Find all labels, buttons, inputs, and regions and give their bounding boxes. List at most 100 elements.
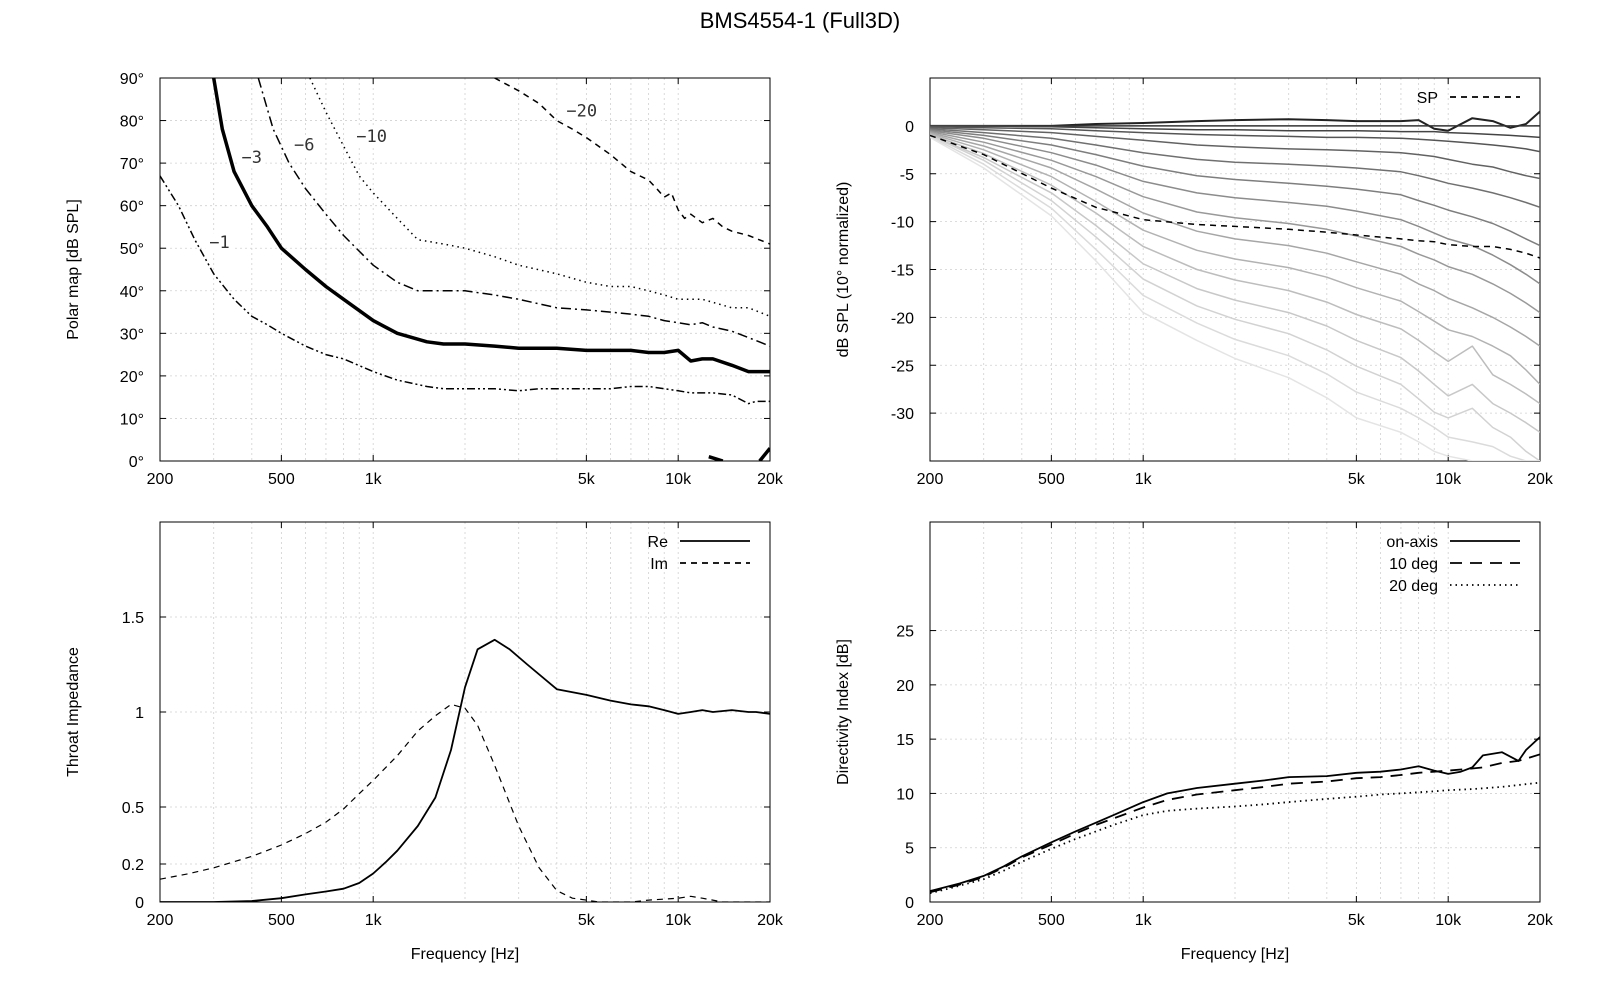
grid <box>930 78 1540 461</box>
x-tick-label: 5k <box>578 471 596 488</box>
series-line-30- <box>930 126 1540 153</box>
x-tick-label: 20k <box>757 912 784 929</box>
series-line--1 <box>160 175 770 405</box>
series-line-60- <box>930 128 1540 247</box>
y-axis-label: Directivity Index [dB] <box>835 639 852 785</box>
series-line-80- <box>930 130 1540 314</box>
contour-label-bg <box>289 135 318 156</box>
x-tick-label: 10k <box>665 912 692 929</box>
normalized-spl-panel: 200 500 1k 5k 10k 20k 0 -5 -10 -15 -20 -25 -30 dB SPL… <box>835 77 1554 488</box>
plot-area: −1 −3 −6 −10 −20 <box>160 78 770 461</box>
x-tick-label: 10k <box>1435 912 1462 929</box>
x-tick-label: 5k <box>1348 471 1366 488</box>
y-tick-label: 0 <box>905 895 914 912</box>
series-line-20- <box>930 125 1540 139</box>
grid <box>160 78 770 461</box>
x-tick-label: 1k <box>365 471 383 488</box>
figure-title: BMS4554-1 (Full3D) <box>699 8 901 33</box>
y-tick-label: 25 <box>896 624 914 641</box>
x-axis-label: Frequency [Hz] <box>411 946 519 963</box>
series-line-40- <box>930 127 1540 180</box>
y-axis-label: Polar map [dB SPL] <box>65 199 82 340</box>
series-line-130- <box>930 134 1540 461</box>
grid <box>930 522 1540 902</box>
y-tick-label: 60° <box>120 199 144 216</box>
grid <box>160 522 770 902</box>
x-tick-label: 20k <box>1527 471 1554 488</box>
contour-label-bg <box>237 148 266 169</box>
y-tick-label: 5 <box>905 841 914 858</box>
y-tick-label: 0 <box>905 119 914 136</box>
x-tick-label: 20k <box>757 471 784 488</box>
x-tick-label: 1k <box>365 912 383 929</box>
y-tick-label: 20 <box>896 678 914 695</box>
series-line--10 <box>309 78 770 317</box>
plot-area <box>160 638 770 902</box>
series-line-140- <box>930 135 1540 461</box>
y-tick-label: 0.5 <box>122 800 144 817</box>
x-tick-label: 200 <box>147 912 174 929</box>
series-line--20 <box>494 78 770 245</box>
throat-impedance-panel: 200 500 1k 5k 10k 20k 0 0.2 0.5 1 1.5 Throat Impeda… <box>65 521 784 963</box>
y-tick-label: -5 <box>900 167 914 184</box>
series-line-90- <box>930 131 1540 347</box>
series-line-corner-lower <box>708 455 724 461</box>
y-tick-label: 20° <box>120 369 144 386</box>
y-tick-label: 1.5 <box>122 610 144 627</box>
y-tick-label: 10° <box>120 411 144 428</box>
legend: on-axis 10 deg 20 deg <box>1386 534 1520 595</box>
x-tick-label: 200 <box>917 471 944 488</box>
plot-area <box>930 110 1540 461</box>
contour-label: −10 <box>356 127 387 147</box>
y-axis-label: Throat Impedance <box>65 647 82 777</box>
y-tick-label: -20 <box>891 310 914 327</box>
legend-label: on-axis <box>1386 534 1438 551</box>
contour-label: −6 <box>294 135 314 155</box>
legend-label: Re <box>648 534 669 551</box>
series-line-Re <box>160 638 770 902</box>
y-tick-label: 40° <box>120 284 144 301</box>
legend-label: 10 deg <box>1389 556 1438 573</box>
legend-label: 20 deg <box>1389 578 1438 595</box>
y-tick-label: 15 <box>896 732 914 749</box>
x-tick-label: 10k <box>665 471 692 488</box>
contour-label: −20 <box>566 101 597 121</box>
y-tick-label: 0 <box>135 895 144 912</box>
polar-map-panel: 200 500 1k 5k 10k 20k 0° 10° 20° 30° 40° 50° 60° 70° 8… <box>65 71 784 488</box>
y-tick-label: -25 <box>891 358 914 375</box>
series-line-150- <box>930 136 1540 461</box>
legend-label: SP <box>1417 90 1438 107</box>
y-tick-label: 0° <box>129 454 144 471</box>
y-tick-label: -30 <box>891 406 914 423</box>
series-line-100- <box>930 132 1540 385</box>
y-tick-label: 70° <box>120 156 144 173</box>
x-tick-label: 500 <box>268 471 295 488</box>
legend-label: Im <box>650 556 668 573</box>
legend: SP <box>1417 90 1520 107</box>
x-tick-label: 5k <box>578 912 596 929</box>
plot-area <box>930 736 1540 895</box>
series-line-10-deg <box>930 753 1540 894</box>
series-line-SP <box>930 134 1540 259</box>
series-line-corner-upper <box>758 447 770 461</box>
y-tick-label: 0.2 <box>122 857 144 874</box>
x-axis-label: Frequency [Hz] <box>1181 946 1289 963</box>
y-tick-label: 80° <box>120 114 144 131</box>
series-line-50- <box>930 127 1540 209</box>
series-line-120- <box>930 134 1540 433</box>
y-tick-label: -10 <box>891 215 914 232</box>
series-line--3 <box>211 78 770 374</box>
x-tick-label: 1k <box>1135 471 1153 488</box>
y-axis-label: dB SPL (10° normalized) <box>835 182 852 358</box>
y-tick-label: 30° <box>120 326 144 343</box>
contour-label: −1 <box>209 233 229 253</box>
y-tick-label: 90° <box>120 71 144 88</box>
contour-label: −3 <box>241 148 261 168</box>
series-line-20-deg <box>930 781 1540 895</box>
y-tick-label: 1 <box>135 705 144 722</box>
series-line-70- <box>930 129 1540 285</box>
y-tick-label: 10 <box>896 786 914 803</box>
x-tick-label: 200 <box>147 471 174 488</box>
series-line-on-axis <box>930 736 1540 892</box>
